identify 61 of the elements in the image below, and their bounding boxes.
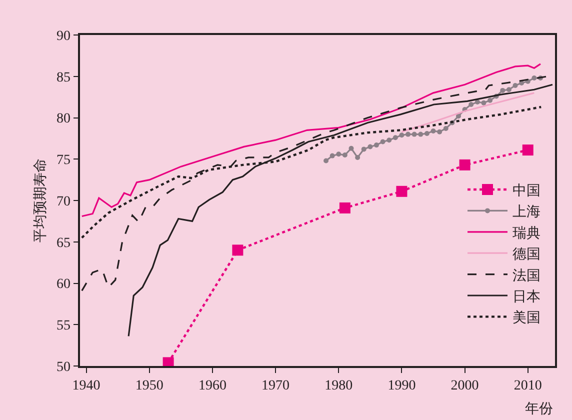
y-tick-label: 65: [56, 236, 70, 251]
x-tick-label: 1960: [198, 378, 226, 394]
point: [348, 146, 354, 151]
point: [396, 186, 408, 197]
x-tick-label: 2010: [514, 378, 542, 394]
x-tick-label: 1980: [324, 378, 353, 394]
point: [361, 146, 366, 152]
y-tick-label: 90: [56, 28, 70, 44]
legend-label: 日本: [512, 288, 540, 305]
legend-label: 上海: [512, 204, 540, 220]
point: [355, 154, 360, 160]
point: [532, 76, 537, 81]
legend-label: 中国: [512, 182, 540, 199]
point: [418, 132, 424, 137]
point: [506, 87, 512, 92]
point: [339, 202, 350, 214]
point: [430, 128, 436, 134]
y-tick-label: 60: [56, 277, 70, 292]
y-tick-label: 75: [56, 153, 70, 168]
legend-label: 法国: [512, 268, 540, 284]
x-tick-label: 1950: [135, 378, 164, 394]
line-series: [81, 63, 542, 218]
point: [374, 142, 379, 148]
x-tick-label: 1940: [72, 378, 100, 394]
point: [474, 100, 480, 105]
point: [500, 88, 506, 93]
point: [380, 139, 386, 144]
legend-label: 德国: [512, 246, 540, 263]
legend-label: 美国: [512, 310, 540, 326]
legend-label: 瑞典: [512, 225, 540, 242]
x-tick-label: 2000: [450, 378, 479, 394]
y-tick-label: 80: [56, 112, 70, 127]
point: [488, 98, 493, 103]
point: [336, 152, 342, 157]
point: [412, 132, 417, 137]
point: [406, 132, 411, 137]
y-tick-label: 50: [56, 360, 70, 375]
point: [232, 244, 244, 256]
point: [424, 130, 430, 136]
point: [330, 153, 335, 158]
point: [459, 159, 470, 170]
point: [437, 129, 442, 134]
x-tick-label: 1990: [388, 378, 416, 394]
x-axis-title: 年份: [525, 401, 553, 417]
point: [368, 144, 373, 150]
y-tick-label: 55: [56, 318, 70, 334]
x-tick-label: 1970: [262, 378, 290, 394]
point: [392, 135, 398, 140]
point: [522, 144, 534, 156]
point: [512, 82, 518, 88]
y-axis-title: 平均预期寿命: [32, 158, 49, 242]
point: [399, 132, 404, 138]
point: [386, 138, 392, 143]
y-tick-label: 85: [56, 70, 70, 86]
point: [456, 114, 461, 119]
point: [481, 100, 486, 106]
point: [443, 126, 448, 132]
point: [468, 102, 474, 108]
y-tick-label: 70: [56, 194, 70, 210]
point: [324, 158, 329, 164]
point: [342, 152, 348, 158]
